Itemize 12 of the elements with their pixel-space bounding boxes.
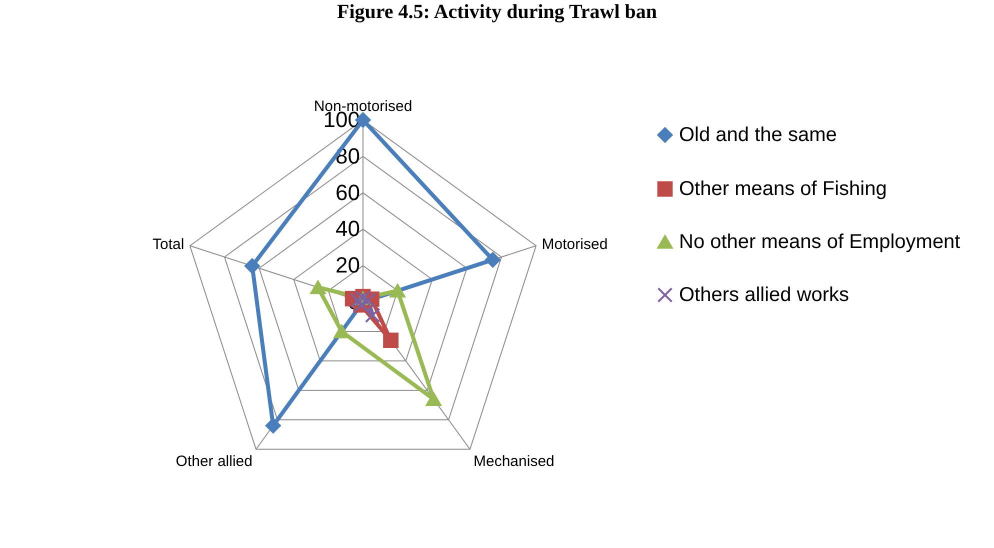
spoke-label: Motorised [542,236,608,253]
legend-label: No other means of Employment [679,231,961,253]
chart-title: Figure 4.5: Activity during Trawl ban [336,1,658,23]
legend-label: Other means of Fishing [679,178,887,200]
spoke-label: Other allied [176,453,252,470]
legend-label: Others allied works [679,284,850,306]
spoke-label: Total [152,236,184,253]
y-tick-label: 40 [336,216,360,242]
spoke-label: Mechanised [474,453,554,470]
y-tick-label: 60 [336,180,360,205]
legend-label: Old and the same [679,124,837,146]
y-tick-label: 20 [336,252,360,278]
